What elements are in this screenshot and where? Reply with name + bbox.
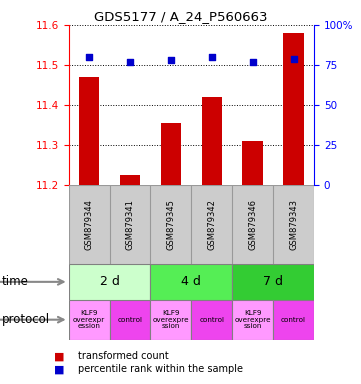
Text: ■: ■ [54, 351, 65, 361]
Text: GSM879345: GSM879345 [166, 199, 175, 250]
FancyBboxPatch shape [151, 300, 191, 340]
Bar [161, 123, 181, 185]
FancyBboxPatch shape [273, 300, 314, 340]
Text: control: control [199, 317, 224, 323]
Text: protocol: protocol [2, 313, 50, 326]
Text: control: control [117, 317, 143, 323]
Text: KLF9
overexpr
ession: KLF9 overexpr ession [73, 310, 105, 329]
Bar [79, 77, 99, 185]
Bar [283, 33, 304, 185]
Text: percentile rank within the sample: percentile rank within the sample [78, 364, 243, 374]
FancyBboxPatch shape [151, 264, 232, 300]
Point [291, 56, 296, 62]
Point [168, 57, 174, 63]
FancyBboxPatch shape [69, 185, 314, 264]
Point [209, 54, 215, 60]
Bar [243, 141, 263, 185]
Point [86, 54, 92, 60]
Bar [120, 175, 140, 185]
Text: GSM879344: GSM879344 [84, 199, 93, 250]
Point [250, 59, 256, 65]
FancyBboxPatch shape [232, 264, 314, 300]
Text: transformed count: transformed count [78, 351, 168, 361]
Text: KLF9
overexpre
ssion: KLF9 overexpre ssion [234, 310, 271, 329]
Text: KLF9
overexpre
ssion: KLF9 overexpre ssion [153, 310, 189, 329]
FancyBboxPatch shape [232, 300, 273, 340]
Text: 2 d: 2 d [100, 275, 119, 288]
Text: GSM879341: GSM879341 [126, 199, 134, 250]
Text: time: time [2, 275, 29, 288]
Text: GSM879342: GSM879342 [207, 199, 216, 250]
Text: 4 d: 4 d [181, 275, 201, 288]
FancyBboxPatch shape [69, 300, 109, 340]
Bar [201, 97, 222, 185]
Point [127, 59, 133, 65]
Text: GSM879346: GSM879346 [248, 199, 257, 250]
Text: control: control [281, 317, 306, 323]
Text: ■: ■ [54, 364, 65, 374]
FancyBboxPatch shape [191, 300, 232, 340]
Text: 7 d: 7 d [263, 275, 283, 288]
FancyBboxPatch shape [69, 264, 151, 300]
Text: GSM879343: GSM879343 [289, 199, 298, 250]
Text: GDS5177 / A_24_P560663: GDS5177 / A_24_P560663 [94, 10, 267, 23]
FancyBboxPatch shape [109, 300, 151, 340]
